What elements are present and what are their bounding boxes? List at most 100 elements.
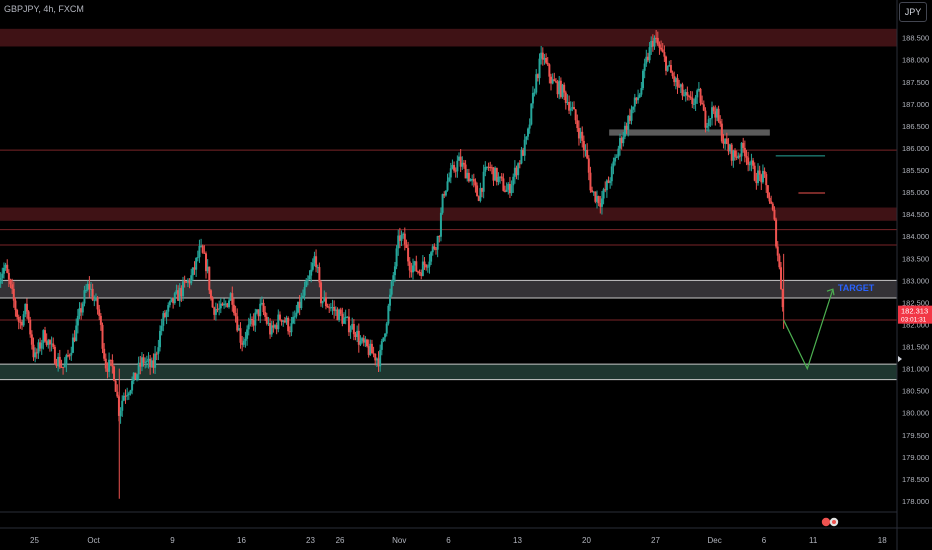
candle — [229, 292, 232, 301]
candle — [699, 87, 702, 106]
candle — [495, 167, 498, 186]
candle — [500, 173, 503, 182]
candle — [343, 312, 346, 324]
candle-body — [653, 37, 656, 47]
candle — [237, 324, 240, 331]
candle — [423, 257, 426, 270]
candle — [522, 147, 525, 157]
candle-body — [522, 149, 525, 156]
y-tick-label: 182.500 — [902, 298, 929, 307]
candle-body — [96, 297, 99, 310]
candle — [599, 195, 602, 214]
candle-body — [228, 300, 231, 308]
candle — [581, 126, 584, 148]
candle-body — [458, 156, 461, 161]
candle-body — [512, 176, 515, 186]
zone-resistance-top — [0, 28, 897, 47]
candle-body — [55, 363, 58, 367]
y-tick-label: 188.500 — [902, 34, 929, 43]
candle-body — [47, 340, 50, 345]
candle — [303, 281, 306, 301]
candle — [76, 309, 79, 334]
candle-body — [681, 84, 684, 96]
candle — [449, 162, 452, 184]
candle — [576, 114, 579, 132]
candle — [144, 357, 147, 369]
candle-body — [390, 281, 393, 295]
candle-body — [403, 233, 406, 245]
candle-body — [732, 150, 735, 161]
candle-body — [346, 316, 349, 318]
y-tick-label: 186.500 — [902, 122, 929, 131]
candle — [9, 278, 12, 289]
candle — [111, 354, 114, 374]
candle-body — [387, 305, 390, 324]
candle — [748, 161, 751, 171]
candle-body — [421, 261, 424, 276]
candle — [11, 278, 14, 294]
candle-body — [543, 57, 546, 60]
candle — [615, 154, 618, 159]
candle-body — [214, 309, 217, 315]
candle — [163, 309, 166, 319]
candle-body — [165, 311, 168, 317]
candle-body — [545, 57, 548, 63]
candle — [53, 344, 56, 365]
candle — [282, 319, 285, 327]
candle-body — [584, 150, 587, 152]
candle — [109, 359, 112, 367]
y-tick-label: 180.000 — [902, 409, 929, 418]
candle — [221, 302, 224, 306]
candle-body — [231, 293, 234, 305]
candle-body — [605, 180, 608, 191]
candle — [651, 34, 654, 52]
candle-body — [443, 194, 446, 196]
candle-body — [761, 170, 764, 183]
candle-body — [191, 267, 194, 276]
candle-body — [206, 266, 209, 272]
candle-body — [288, 331, 291, 333]
candle — [175, 284, 178, 295]
candle — [658, 41, 661, 55]
candle-body — [324, 297, 327, 306]
candle — [533, 88, 536, 97]
candle — [642, 69, 645, 91]
candle — [515, 165, 518, 180]
candle-body — [471, 179, 474, 181]
candle-body — [568, 101, 571, 111]
candle-body — [25, 303, 28, 312]
candle — [193, 261, 196, 275]
candle — [239, 322, 242, 349]
candle-body — [208, 266, 211, 291]
candle-body — [198, 246, 201, 258]
candle — [773, 206, 776, 221]
candle — [471, 174, 474, 186]
candle-body — [625, 125, 628, 130]
candle — [244, 331, 247, 348]
candle-body — [328, 307, 331, 309]
candle — [167, 302, 170, 318]
currency-button[interactable]: JPY — [899, 2, 927, 22]
candle-body — [190, 275, 193, 284]
candle-body — [265, 316, 268, 324]
candle — [346, 316, 349, 319]
candle — [510, 180, 513, 196]
candle — [323, 290, 326, 302]
candle-body — [715, 108, 718, 118]
candle-body — [587, 158, 590, 173]
candle — [620, 136, 623, 150]
candle-body — [90, 288, 93, 290]
candle-body — [499, 176, 502, 178]
candle-body — [679, 84, 682, 87]
candle — [489, 161, 492, 172]
candle — [0, 272, 2, 288]
candle — [763, 167, 766, 178]
candle-body — [720, 123, 723, 142]
candle — [316, 264, 319, 274]
candle — [556, 79, 559, 98]
candle — [326, 303, 329, 308]
symbol-label[interactable]: GBPJPY, 4h, FXCM — [4, 4, 84, 14]
candle — [226, 302, 229, 308]
candle — [152, 353, 155, 374]
